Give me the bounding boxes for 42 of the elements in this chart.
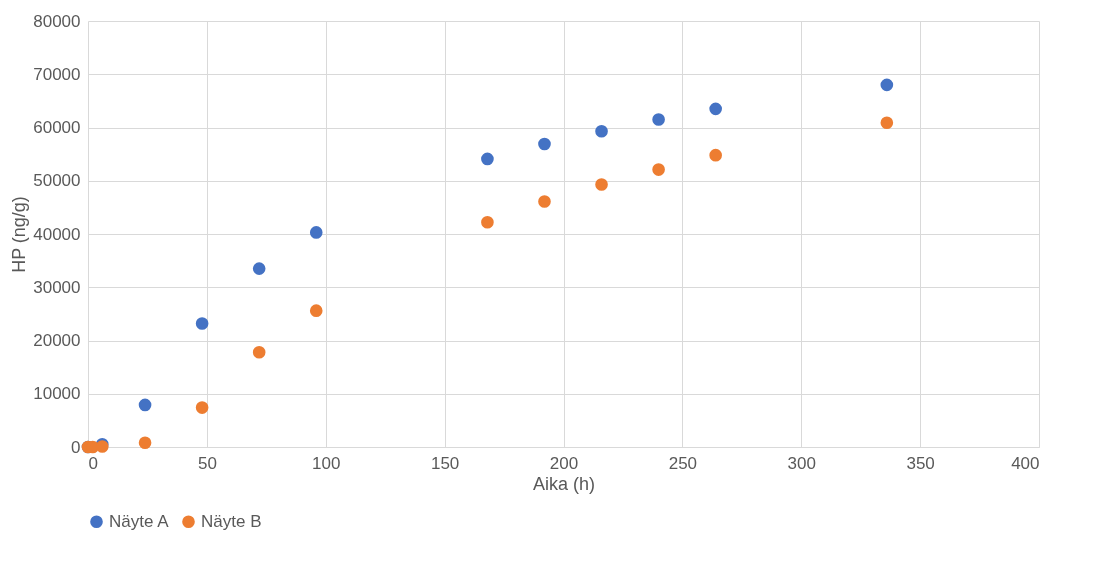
y-axis-title: HP (ng/g) (9, 196, 30, 273)
x-tick-label: 250 (668, 453, 698, 473)
point (138, 398, 152, 412)
legend-label: Näyte B (201, 511, 262, 531)
x-axis-title: Aika (h) (532, 473, 596, 494)
point (595, 178, 608, 191)
point (880, 78, 894, 92)
point (652, 163, 665, 176)
x-tick-label: 50 (197, 453, 217, 473)
y-tick-label: 70000 (33, 64, 81, 84)
point (880, 116, 894, 130)
y-tick-label: 10000 (33, 384, 81, 404)
y-tick-label: 0 (71, 437, 81, 457)
point (252, 262, 266, 275)
point (538, 195, 551, 208)
y-tick-label: 50000 (33, 171, 81, 191)
point (652, 113, 665, 126)
point (595, 124, 608, 138)
x-tick-label: 200 (549, 453, 579, 473)
x-tick-label: 400 (1011, 453, 1040, 473)
point (309, 304, 323, 317)
point (481, 152, 494, 166)
y-tick-label: 30000 (33, 277, 81, 297)
x-tick-label: 100 (312, 453, 341, 473)
y-tick-label: 80000 (33, 11, 81, 31)
point (709, 148, 722, 162)
x-tick-label: 0 (88, 453, 98, 473)
point (138, 436, 152, 450)
point (709, 102, 722, 116)
x-tick-label: 300 (787, 453, 816, 473)
legend-label: Näyte A (109, 511, 170, 531)
point (538, 137, 551, 151)
point (309, 226, 323, 239)
y-tick-label: 60000 (33, 118, 81, 137)
y-tick-label: 20000 (33, 331, 81, 350)
point (252, 345, 266, 359)
point (481, 215, 494, 229)
point (195, 317, 209, 330)
y-tick-label: 40000 (33, 224, 81, 244)
point (195, 401, 209, 414)
x-tick-label: 150 (430, 453, 460, 473)
x-tick-label: 350 (906, 453, 935, 473)
